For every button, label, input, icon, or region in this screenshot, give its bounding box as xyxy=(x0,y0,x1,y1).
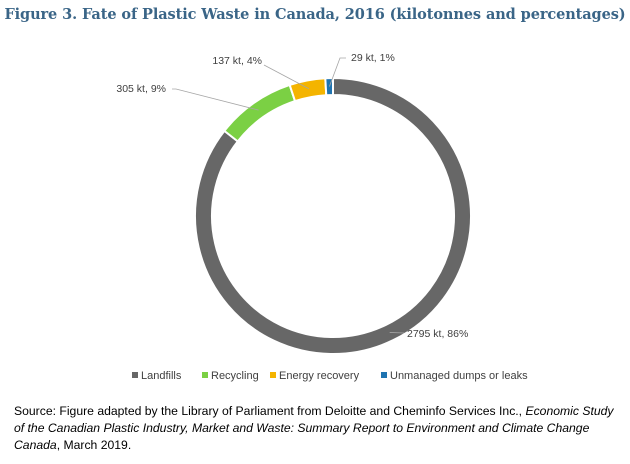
callout-unmanaged-dumps-or-leaks: 29 kt, 1% xyxy=(329,52,395,87)
legend-swatch xyxy=(270,372,276,378)
data-label-landfills: 2795 kt, 86% xyxy=(407,328,468,340)
data-label-recycling: 305 kt, 9% xyxy=(116,83,166,95)
source-prefix: Source: Figure adapted by the Library of… xyxy=(14,404,526,418)
source-citation-title: Economic Study of the Canadian Plastic I… xyxy=(14,404,614,452)
legend-item-recycling: Recycling xyxy=(202,370,259,382)
slice-recycling xyxy=(222,83,297,143)
legend-item-unmanaged-dumps-or-leaks: Unmanaged dumps or leaks xyxy=(381,370,528,382)
legend-item-energy-recovery: Energy recovery xyxy=(270,370,360,382)
chart-title: Figure 3. Fate of Plastic Waste in Canad… xyxy=(4,6,626,23)
legend-label: Energy recovery xyxy=(279,370,360,382)
data-label-unmanaged-dumps-or-leaks: 29 kt, 1% xyxy=(351,52,395,64)
legend-swatch xyxy=(132,372,138,378)
data-label-energy-recovery: 137 kt, 4% xyxy=(212,55,262,67)
legend-label: Recycling xyxy=(211,370,259,382)
leader-line xyxy=(172,88,259,111)
slice-landfills xyxy=(194,76,472,355)
callout-energy-recovery: 137 kt, 4% xyxy=(212,55,310,90)
leader-line xyxy=(329,57,346,87)
legend: Landfills Recycling Energy recovery Unmanag… xyxy=(132,370,528,382)
leader-line xyxy=(263,64,310,90)
leader-line xyxy=(389,332,405,334)
source-suffix: , March 2019. xyxy=(56,438,132,452)
source-note: Source: Figure adapted by the Library of… xyxy=(14,403,618,454)
donut-chart: 2795 kt, 86% 305 kt, 9% 137 kt, 4% 29 kt, 1… xyxy=(116,52,528,382)
callout-recycling: 305 kt, 9% xyxy=(116,83,259,111)
callout-labels: 2795 kt, 86% 305 kt, 9% 137 kt, 4% 29 kt, 1… xyxy=(116,52,468,340)
legend-label: Landfills xyxy=(141,370,182,382)
legend-swatch xyxy=(381,372,387,378)
legend-label: Unmanaged dumps or leaks xyxy=(390,370,528,382)
legend-item-landfills: Landfills xyxy=(132,370,182,382)
legend-swatch xyxy=(202,372,208,378)
callout-landfills: 2795 kt, 86% xyxy=(389,328,468,340)
donut-slices xyxy=(194,76,472,355)
